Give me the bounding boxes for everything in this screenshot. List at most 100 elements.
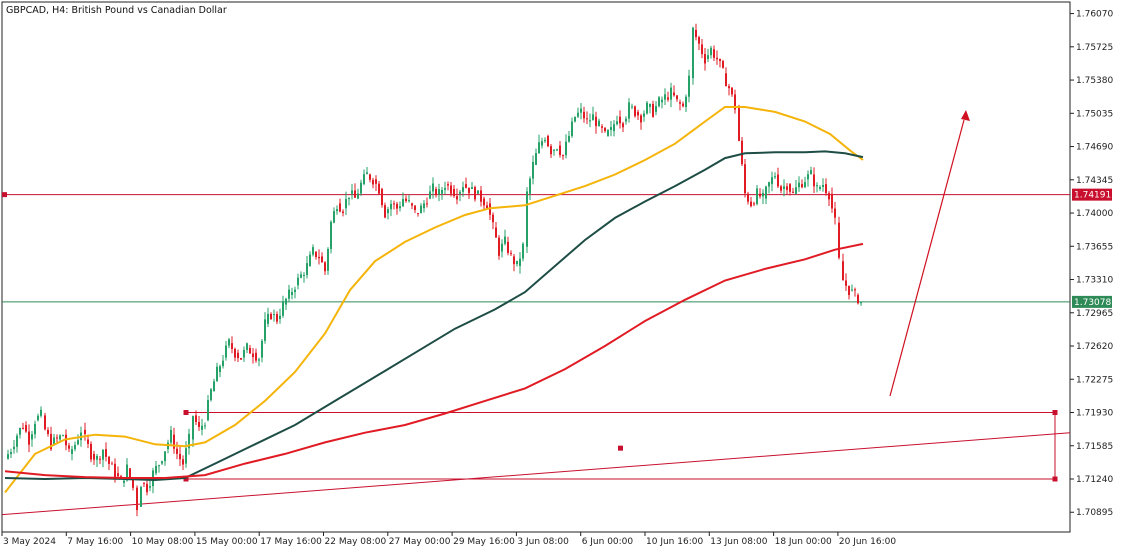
zone-center-handle[interactable] (618, 445, 623, 451)
candle-body (420, 205, 422, 214)
candle-body (270, 313, 272, 320)
candle-body (93, 453, 95, 460)
candle-body (676, 95, 678, 100)
candle-body (243, 349, 245, 358)
candle-body (616, 121, 618, 125)
candle-body (126, 464, 128, 481)
candle-body (339, 203, 341, 212)
ma-mid-line (4, 150, 864, 482)
candle-body (744, 164, 746, 194)
candle-body (553, 149, 555, 151)
candle-body (716, 57, 718, 60)
candle-body (643, 113, 645, 117)
candle-body (750, 201, 752, 207)
candle-body (195, 415, 197, 422)
candle-body (158, 465, 160, 467)
candle-body (795, 187, 797, 194)
candle-body (756, 188, 758, 205)
price-tag-label: 1.73078 (1074, 298, 1111, 308)
x-tick-label: 3 May 2024 (3, 537, 56, 547)
candle-body (577, 112, 579, 117)
candle-body (276, 314, 278, 322)
candle-body (384, 205, 386, 218)
demand-zone[interactable] (1, 410, 1071, 516)
candle-body (375, 179, 377, 184)
candle-body (62, 435, 64, 437)
y-tick-label: 1.72965 (1076, 309, 1113, 319)
x-tick-label: 6 Jun 00:00 (582, 537, 634, 547)
candle-body (571, 121, 573, 136)
candle-body (279, 315, 281, 320)
moving-averages (4, 106, 864, 494)
x-tick-label: 15 May 00:00 (196, 537, 258, 547)
candle-body (474, 187, 476, 200)
candle-body (255, 352, 257, 361)
zone-handle[interactable] (183, 410, 189, 416)
horizontal-levels[interactable] (2, 192, 1070, 303)
candle-body (306, 263, 308, 275)
candle-body (84, 429, 86, 435)
resistance-handle[interactable] (2, 192, 7, 198)
candle-body (652, 103, 654, 117)
zone-handle[interactable] (1052, 410, 1058, 416)
zone-handle[interactable] (183, 476, 189, 482)
candle-body (47, 429, 49, 434)
candle-body (372, 179, 374, 185)
candle-body (411, 203, 413, 206)
candle-body (444, 187, 446, 190)
projection-arrow[interactable] (889, 110, 970, 397)
candle-body (649, 103, 651, 108)
candle-body (345, 199, 347, 209)
candle-body (74, 444, 76, 450)
candle-body (610, 127, 612, 131)
price-tag-box (1072, 188, 1112, 201)
candle-body (456, 196, 458, 200)
candle-body (59, 435, 61, 440)
candle-body (704, 54, 706, 64)
candle-body (688, 75, 690, 97)
candle-body (435, 188, 437, 195)
candle-body (783, 186, 785, 189)
candle-body (541, 141, 543, 146)
rising-trendline[interactable] (1, 432, 1071, 516)
candle-body (387, 209, 389, 214)
candle-body (117, 473, 119, 477)
y-tick-label: 1.72620 (1076, 342, 1113, 352)
candle-body (486, 205, 488, 209)
candle-body (831, 193, 833, 209)
candle-body (628, 102, 630, 119)
candle-body (819, 187, 821, 189)
candle-body (574, 116, 576, 122)
candle-body (580, 108, 582, 113)
candle-body (37, 415, 39, 421)
arrow-shaft[interactable] (889, 119, 965, 397)
candle-body (426, 203, 428, 205)
arrow-head[interactable] (961, 110, 970, 121)
candle-body (198, 421, 200, 427)
candle-body (170, 429, 172, 443)
candle-body (237, 352, 239, 359)
candle-body (731, 87, 733, 95)
candle-body (792, 191, 794, 193)
y-tick-label: 1.74000 (1076, 209, 1113, 219)
candle-body (845, 280, 847, 286)
candle-body (495, 227, 497, 238)
price-tags: 1.74191 1.73078 (1072, 188, 1112, 308)
y-tick-label: 1.75725 (1076, 43, 1113, 53)
y-tick-label: 1.74345 (1076, 176, 1113, 186)
y-tick-label: 1.75380 (1076, 76, 1113, 86)
candle-body (240, 358, 242, 360)
candle-body (405, 198, 407, 202)
x-tick-label: 10 May 08:00 (132, 537, 194, 547)
zone-handle[interactable] (1052, 476, 1058, 482)
candle-body (762, 192, 764, 197)
candle-body (273, 314, 275, 316)
candle-body (613, 124, 615, 132)
candle-body (586, 118, 588, 120)
candle-body (146, 483, 148, 493)
candle-body (354, 190, 356, 198)
candle-body (459, 191, 461, 194)
candle-body (734, 94, 736, 110)
candle-body (173, 434, 175, 449)
